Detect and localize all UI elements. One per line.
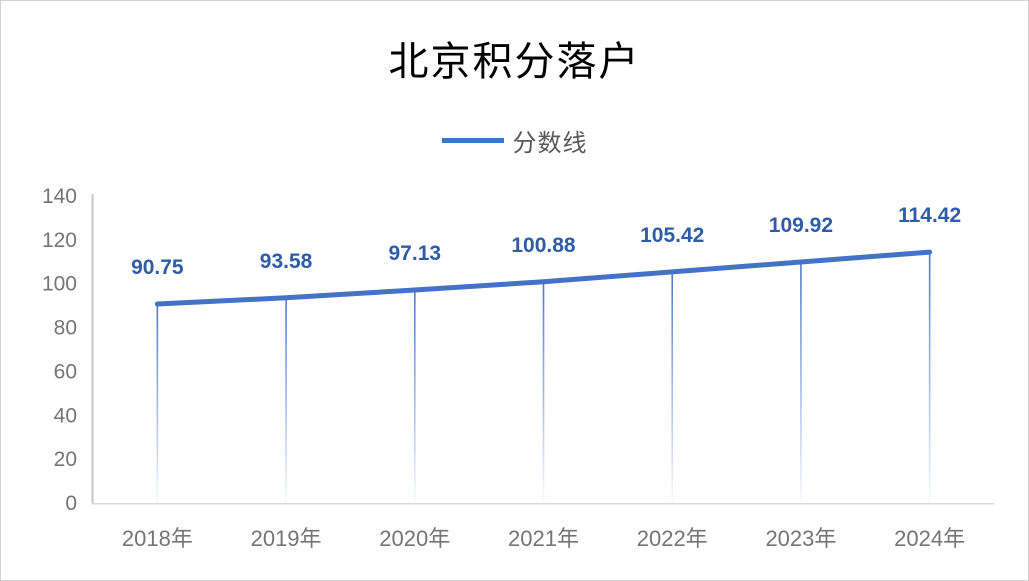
drop-line <box>156 303 159 503</box>
drop-line <box>800 261 802 503</box>
y-tick-label: 80 <box>54 317 77 340</box>
x-category-label: 2024年 <box>894 526 965 551</box>
data-label: 100.88 <box>511 234 576 257</box>
y-tick-label: 120 <box>42 229 77 252</box>
drop-line <box>671 271 674 503</box>
data-label: 97.13 <box>389 242 442 265</box>
y-tick-label: 140 <box>42 185 77 208</box>
x-category-label: 2018年 <box>122 526 193 551</box>
legend-label: 分数线 <box>512 129 588 157</box>
legend-line-swatch <box>441 138 504 143</box>
y-tick-label: 40 <box>54 404 77 427</box>
y-tick-label: 20 <box>54 448 77 471</box>
series-line <box>154 249 933 307</box>
drop-line <box>413 290 416 503</box>
y-tick-label: 60 <box>54 360 77 383</box>
drop-line <box>542 281 545 503</box>
data-label: 90.75 <box>131 256 184 279</box>
x-category-label: 2019年 <box>251 526 322 551</box>
drop-line <box>928 252 931 503</box>
data-label: 114.42 <box>898 204 961 227</box>
y-tick-label: 0 <box>65 492 77 515</box>
y-tick-label: 100 <box>42 273 77 296</box>
x-category-label: 2023年 <box>765 526 836 551</box>
drop-line <box>285 297 287 503</box>
data-label: 109.92 <box>769 214 833 237</box>
data-label: 93.58 <box>260 250 313 273</box>
legend: 分数线 <box>1 123 1028 158</box>
x-category-label: 2022年 <box>637 526 708 551</box>
data-label: 105.42 <box>640 224 704 247</box>
x-category-label: 2020年 <box>379 526 450 551</box>
chart-title: 北京积分落户 <box>388 39 641 85</box>
x-category-label: 2021年 <box>508 526 579 551</box>
